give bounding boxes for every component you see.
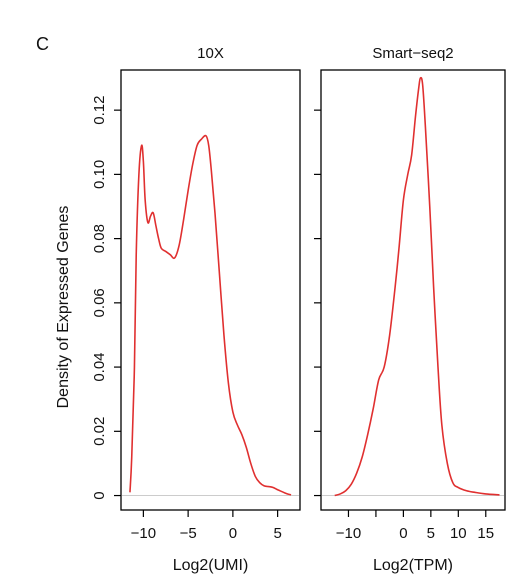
y-tick-label: 0.12 — [91, 96, 108, 125]
x-tick-label: 0 — [229, 525, 237, 542]
chart-title: 10X — [197, 45, 224, 62]
x-tick-label: 5 — [273, 525, 281, 542]
y-tick-label: 0.10 — [91, 160, 108, 189]
y-tick-label: 0.04 — [91, 352, 108, 381]
x-tick-label: 10 — [450, 525, 467, 542]
x-axis-label: Log2(UMI) — [173, 557, 249, 574]
chart-panel-2: Smart−seq2 −10 0 5 10 15 Log2(TPM) — [314, 45, 506, 574]
y-tick-label: 0.08 — [91, 224, 108, 253]
y-tick-label: 0.06 — [91, 288, 108, 317]
x-tick-label: −10 — [131, 525, 156, 542]
x-tick-label: −5 — [180, 525, 197, 542]
x-tick-label: 15 — [477, 525, 494, 542]
density-curve-1 — [129, 134, 292, 496]
plot-frame — [320, 69, 506, 511]
chart-title: Smart−seq2 — [372, 45, 453, 62]
x-axis-label: Log2(TPM) — [373, 557, 453, 574]
plot-frame — [120, 69, 301, 511]
density-curve-2 — [334, 76, 500, 497]
x-tick-label: 5 — [427, 525, 435, 542]
y-tick-label: 0 — [91, 491, 108, 499]
chart-panel-1: 10X −10 −5 0 5 0 0.02 0.04 0.06 0.08 0.10 0.12 Log2(… — [91, 45, 301, 574]
x-tick-label: 0 — [399, 525, 407, 542]
panel-label: C — [36, 34, 49, 54]
x-tick-label: −10 — [336, 525, 361, 542]
charts: 10X −10 −5 0 5 0 0.02 0.04 0.06 0.08 0.10 0.12 Log2(… — [91, 45, 506, 574]
y-axis-label: Density of Expressed Genes — [55, 206, 72, 409]
y-tick-label: 0.02 — [91, 417, 108, 446]
